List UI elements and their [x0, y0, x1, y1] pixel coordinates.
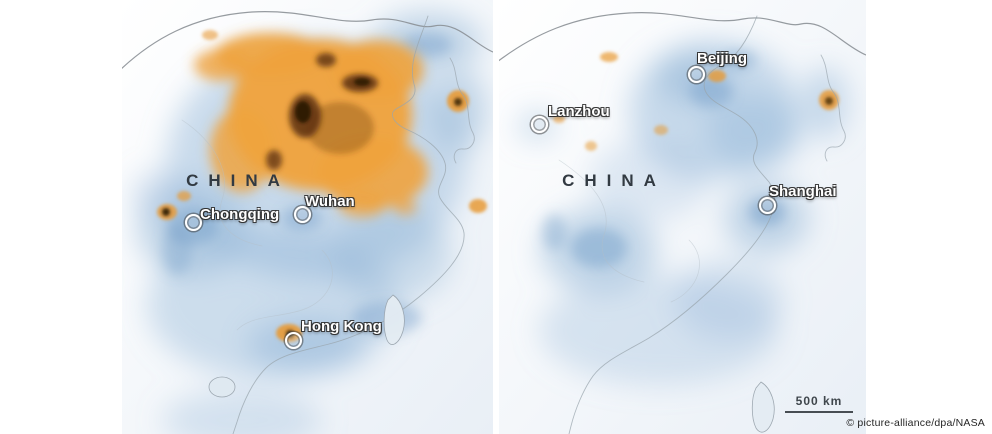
country-label-left: CHINA — [186, 171, 290, 190]
map-panel-left: CHINA Chongqing Wuhan Hong Kong — [122, 0, 493, 434]
scale-bar: 500 km — [785, 394, 853, 413]
city-marker-shanghai — [759, 197, 776, 214]
city-marker-wuhan — [294, 206, 311, 223]
country-label-right: CHINA — [562, 171, 666, 190]
city-label-beijing: Beijing — [697, 50, 748, 67]
city-marker-chongqing — [185, 214, 202, 231]
city-marker-beijing — [688, 66, 705, 83]
pollution-map-art-left — [122, 0, 493, 434]
city-label-hong-kong: Hong Kong — [301, 318, 382, 335]
map-panel-right: CHINA Lanzhou Beijing Shanghai 500 km — [499, 0, 866, 434]
scale-bar-line — [785, 411, 853, 413]
city-label-shanghai: Shanghai — [769, 183, 837, 200]
pollution-map-art-right — [499, 0, 866, 434]
city-label-lanzhou: Lanzhou — [548, 103, 610, 120]
city-marker-hong-kong — [285, 332, 302, 349]
city-marker-lanzhou — [531, 116, 548, 133]
scale-bar-label: 500 km — [795, 394, 843, 408]
city-label-chongqing: Chongqing — [200, 206, 280, 223]
city-label-wuhan: Wuhan — [305, 193, 355, 210]
image-credit: © picture-alliance/dpa/NASA — [846, 417, 985, 429]
